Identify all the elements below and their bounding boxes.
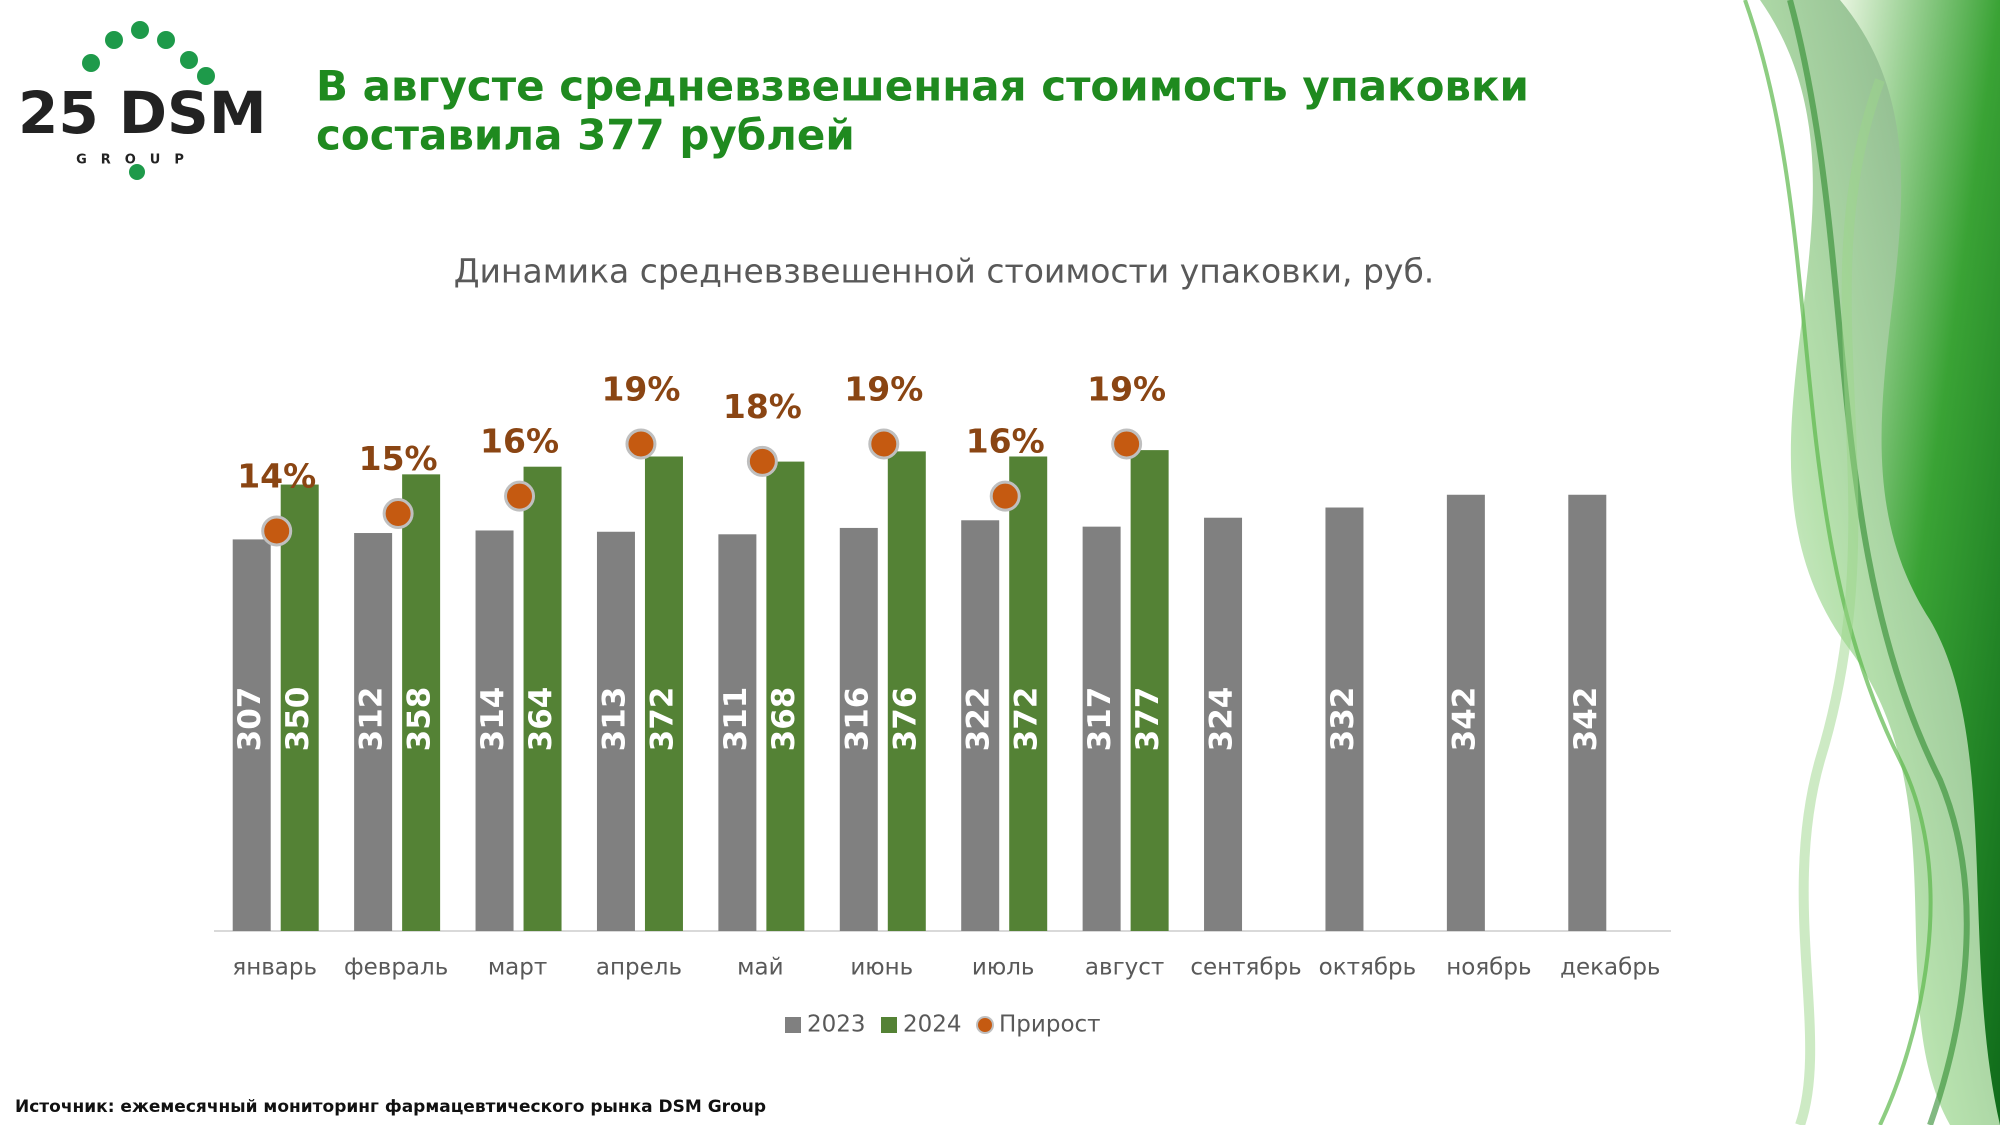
growth-label: 14%: [237, 456, 316, 495]
decor-swirl: [1743, 0, 2000, 1125]
x-tick-label: сентябрь: [1190, 955, 1301, 981]
x-tick-label: ноябрь: [1446, 955, 1531, 981]
bar-value-label: 322: [961, 687, 997, 752]
legend-marker: [976, 1016, 994, 1034]
growth-dot: [625, 428, 657, 460]
logo-subtext: GROUP: [76, 153, 198, 168]
legend-label: 2024: [903, 1012, 962, 1038]
bar: [523, 466, 562, 931]
bar: [887, 451, 926, 931]
x-tick-label: август: [1085, 955, 1164, 981]
bar: [402, 474, 441, 931]
x-tick-label: апрель: [596, 955, 682, 981]
growth-dot: [989, 480, 1021, 512]
bar-value-label: 376: [887, 687, 923, 752]
bar-value-label: 324: [1204, 687, 1240, 752]
slide-title: составила 377 рублей: [316, 111, 855, 160]
bar: [1009, 456, 1048, 931]
growth-dot: [504, 480, 536, 512]
bar-value-label: 372: [1009, 687, 1045, 752]
bar-value-label: 312: [354, 687, 390, 752]
x-tick-label: январь: [232, 955, 317, 981]
growth-label: 15%: [359, 439, 438, 478]
bar: [766, 461, 805, 931]
bar-value-label: 332: [1325, 687, 1361, 752]
bar-value-label: 313: [596, 687, 632, 752]
growth-dot: [261, 515, 293, 547]
bar-value-label: 358: [402, 687, 438, 752]
bar-value-label: 314: [475, 687, 511, 752]
bar: [1568, 494, 1607, 931]
chart-title: Динамика средневзвешенной стоимости упак…: [454, 252, 1435, 291]
legend-marker: [881, 1017, 897, 1033]
bar-value-label: 307: [232, 687, 268, 752]
x-tick-label: июль: [972, 955, 1035, 981]
bar: [961, 520, 1000, 931]
x-tick-label: март: [488, 955, 547, 981]
growth-label: 16%: [480, 422, 559, 461]
growth-dot: [382, 498, 414, 530]
bar: [1130, 450, 1169, 931]
bar: [280, 484, 319, 931]
bar-value-label: 317: [1082, 687, 1118, 752]
x-tick-label: февраль: [344, 955, 448, 981]
bar: [354, 533, 393, 931]
growth-dot: [1111, 428, 1143, 460]
growth-dot: [746, 445, 778, 477]
bar: [232, 539, 271, 931]
bar: [839, 527, 878, 931]
bar-value-label: 364: [523, 687, 559, 752]
bar: [1325, 507, 1364, 931]
bar-value-label: 342: [1568, 687, 1604, 752]
slide-title: В августе средневзвешенная стоимость упа…: [316, 62, 1529, 111]
bar: [718, 534, 757, 931]
source-note: Источник: ежемесячный мониторинг фармаце…: [15, 1097, 766, 1117]
legend-label: Прирост: [999, 1012, 1101, 1038]
bar-value-label: 350: [280, 687, 316, 752]
bar-value-label: 342: [1446, 687, 1482, 752]
logo: 25 DSM GROUP: [18, 21, 267, 180]
bar: [1446, 494, 1485, 931]
legend-marker: [785, 1017, 801, 1033]
x-tick-label: июнь: [850, 955, 913, 981]
growth-label: 19%: [601, 369, 680, 408]
growth-label: 16%: [966, 422, 1045, 461]
bar: [1204, 517, 1243, 931]
bar: [475, 530, 514, 931]
x-tick-label: октябрь: [1319, 955, 1417, 981]
bar-value-label: 316: [839, 687, 875, 752]
growth-label: 19%: [844, 369, 923, 408]
bar-value-label: 377: [1130, 687, 1166, 752]
x-tick-label: май: [737, 955, 783, 981]
bar-value-label: 311: [718, 687, 754, 752]
growth-label: 18%: [723, 387, 802, 426]
bar: [596, 531, 635, 931]
growth-label: 19%: [1087, 369, 1166, 408]
bar: [1082, 526, 1121, 931]
bar-value-label: 372: [644, 687, 680, 752]
bar: [644, 456, 683, 931]
legend-label: 2023: [807, 1012, 866, 1038]
logo-text: 25 DSM: [18, 79, 267, 147]
x-tick-label: декабрь: [1560, 955, 1660, 981]
bar-value-label: 368: [766, 687, 802, 752]
growth-dot: [868, 428, 900, 460]
